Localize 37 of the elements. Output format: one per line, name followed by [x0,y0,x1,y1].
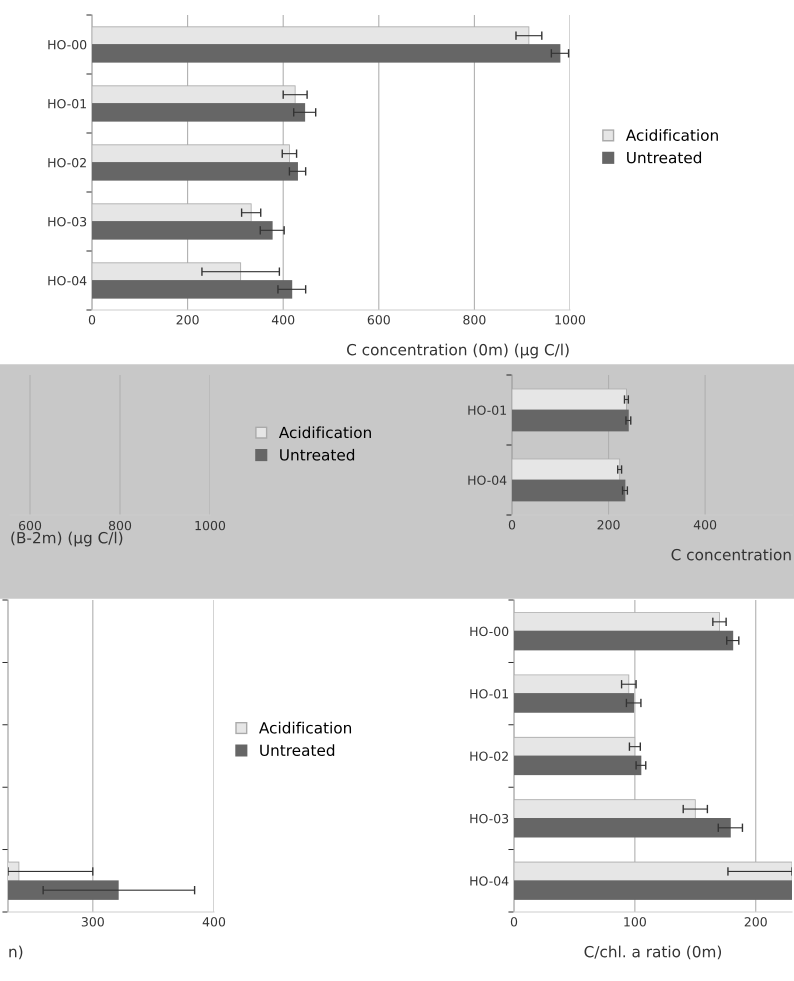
x-tick-label: 200 [744,917,767,927]
y-tick-label: HO-01 [470,689,508,699]
y-tick-label: HO-01 [468,405,506,415]
x-tick-label: 300 [82,917,104,927]
y-tick-label: HO-03 [470,814,508,824]
y-tick-label: HO-04 [468,475,506,485]
legend-label: Untreated [260,744,334,756]
x-tick-label: 200 [598,520,620,530]
y-tick-label: HO-00 [470,626,508,636]
y-tick-label: HO-01 [48,98,86,108]
x-tick-label: 400 [694,520,716,530]
x-axis-title: C concentration [672,548,791,560]
text: (B-2m) (μg C/l) [11,532,122,546]
legend-label: Untreated [280,448,354,461]
y-tick-label: HO-04 [48,276,86,286]
legend-label: Acidification [259,722,352,734]
x-tick-label: 1000 [555,315,586,325]
legend-label: Untreated [627,152,702,164]
x-tick-label: 100 [624,917,646,927]
y-tick-label: HO-03 [48,216,86,226]
x-tick-label: 400 [202,917,226,927]
x-tick-label: 0 [88,315,96,325]
x-axis-title: C concentration (0m) (μg C/l) [347,344,569,358]
x-tick-label: 800 [463,315,486,325]
x-tick-label: 400 [272,315,294,325]
x-axis-title: n) [9,946,22,960]
x-tick-label: 0 [508,520,516,530]
legend-label: Acidification [626,129,718,141]
y-tick-label: HO-02 [470,751,508,761]
y-tick-label: HO-02 [48,158,86,168]
x-tick-label: 0 [510,917,518,927]
x-tick-label: 200 [176,315,199,325]
x-tick-label: 600 [368,315,390,325]
legend-label: Acidification [278,426,371,438]
y-tick-label: HO-00 [48,40,86,50]
y-tick-label: HO-04 [470,876,508,886]
x-axis-title: C/chl. a ratio (0m) [584,946,722,960]
